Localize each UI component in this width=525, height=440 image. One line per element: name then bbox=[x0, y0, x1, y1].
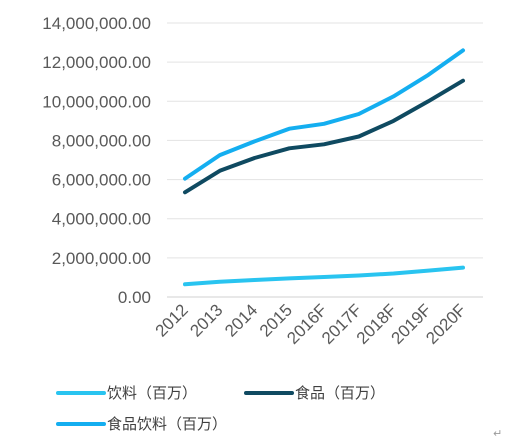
legend-label: 食品饮料（百万） bbox=[107, 415, 227, 433]
x-tick-label: 2014 bbox=[221, 300, 261, 340]
y-tick-label: 8,000,000.00 bbox=[52, 131, 151, 150]
legend-label: 食品（百万） bbox=[295, 384, 385, 402]
y-tick-label: 10,000,000.00 bbox=[42, 92, 151, 111]
series-lines bbox=[183, 48, 465, 287]
y-axis: 0.00 2,000,000.00 4,000,000.00 6,000,000.00… bbox=[42, 14, 151, 307]
legend: 饮料（百万） 食品（百万） 食品饮料（百万） bbox=[56, 384, 385, 433]
series-line-3 bbox=[183, 48, 465, 181]
gridlines bbox=[167, 22, 483, 298]
x-tick-label: 2012 bbox=[152, 300, 192, 340]
y-tick-label: 14,000,000.00 bbox=[42, 14, 151, 33]
y-tick-label: 6,000,000.00 bbox=[52, 171, 151, 190]
series-line-1 bbox=[183, 265, 465, 287]
y-tick-label: 12,000,000.00 bbox=[42, 53, 151, 72]
y-tick-label: 0.00 bbox=[118, 288, 151, 307]
x-tick-label: 2013 bbox=[186, 300, 226, 340]
y-tick-label: 2,000,000.00 bbox=[52, 249, 151, 268]
x-axis: 20122013201420152016F2017F2018F2019F2020… bbox=[152, 300, 470, 348]
x-tick-label: 2020F bbox=[422, 300, 470, 348]
y-tick-label: 4,000,000.00 bbox=[52, 210, 151, 229]
paragraph-mark: ↵ bbox=[493, 427, 502, 440]
series-line-2 bbox=[183, 78, 465, 195]
legend-label: 饮料（百万） bbox=[107, 384, 197, 402]
